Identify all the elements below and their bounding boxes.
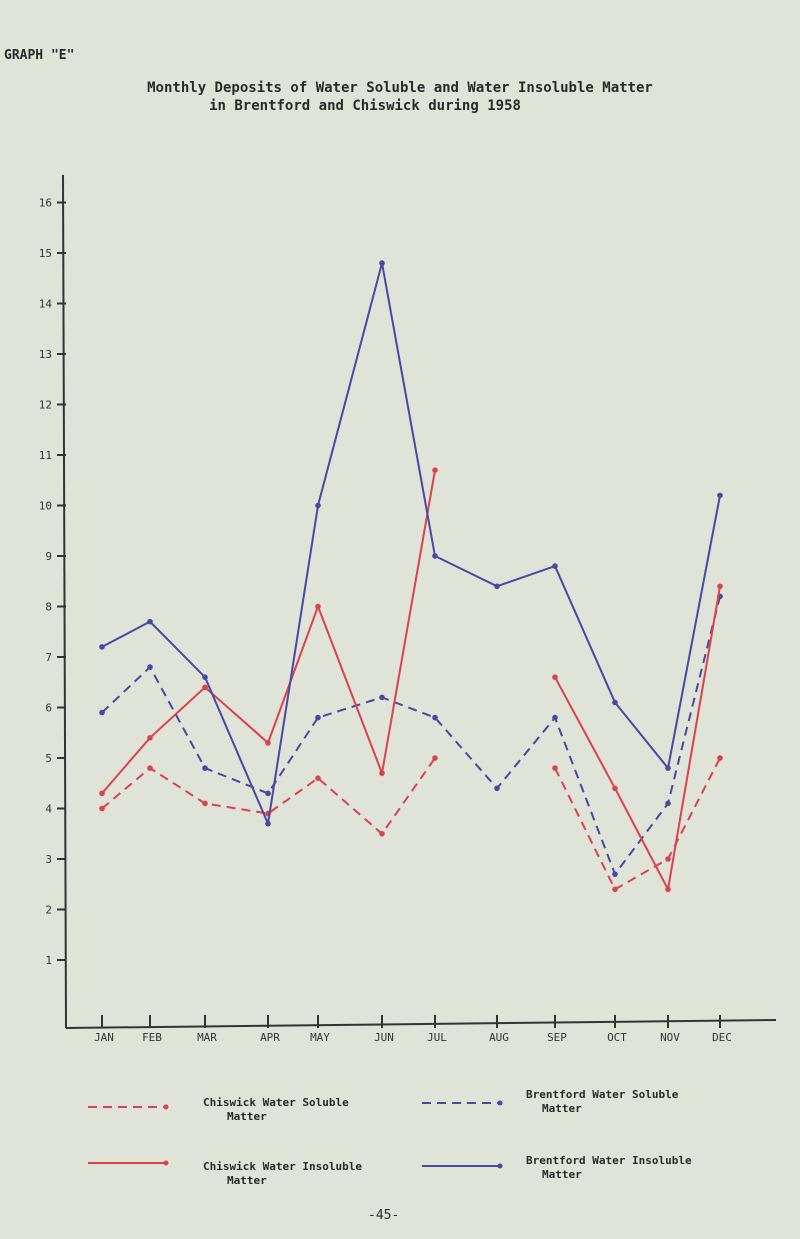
- x-tick-label: JAN: [94, 1031, 114, 1044]
- y-tick-label: 13: [39, 348, 52, 361]
- x-tick-label: NOV: [660, 1031, 680, 1044]
- chart-title-line2: in Brentford and Chiswick during 1958: [209, 98, 521, 114]
- legend-swatch-dot: [497, 1100, 503, 1106]
- x-tick-label: SEP: [547, 1031, 567, 1044]
- x-tick-label: MAY: [310, 1031, 330, 1044]
- legend-chiswick-insoluble: Chiswick Water Insoluble Matter: [203, 1160, 362, 1187]
- x-tick-label: APR: [260, 1031, 280, 1044]
- y-tick-label: 10: [39, 500, 52, 513]
- series-line-chiswick-water-soluble-matter: [554, 757, 721, 891]
- y-axis: [62, 174, 67, 1029]
- y-tick-label: 8: [45, 601, 52, 614]
- x-tick-label: AUG: [489, 1031, 509, 1044]
- series-line-chiswick-water-insoluble-matter: [101, 469, 436, 795]
- y-tick-label: 6: [45, 702, 52, 715]
- legend-brentford-insoluble: Brentford Water Insoluble Matter: [526, 1154, 692, 1181]
- legend-swatch-dot: [163, 1160, 169, 1166]
- x-tick-label: DEC: [712, 1031, 732, 1044]
- x-tick-label: FEB: [142, 1031, 162, 1044]
- y-tick-label: 2: [45, 904, 52, 917]
- graph-label: GRAPH "E": [4, 48, 75, 63]
- y-tick-label: 15: [39, 247, 52, 260]
- x-tick-label: JUN: [374, 1031, 394, 1044]
- series-line-chiswick-water-soluble-matter: [101, 757, 436, 836]
- y-tick-label: 9: [45, 550, 52, 563]
- y-tick-label: 1: [45, 954, 52, 967]
- series-line-chiswick-water-insoluble-matter: [554, 586, 721, 893]
- x-tick-label: MAR: [197, 1031, 217, 1044]
- y-tick-label: 14: [39, 298, 53, 311]
- y-tick-label: 3: [45, 853, 52, 866]
- y-tick-label: 11: [39, 449, 52, 462]
- page-number: -45-: [368, 1208, 400, 1223]
- y-tick-label: 7: [45, 651, 52, 664]
- series-line-brentford-water-soluble-matter: [101, 596, 721, 877]
- legend-chiswick-soluble: Chiswick Water Soluble Matter: [203, 1096, 349, 1123]
- legend-swatch-dot: [497, 1163, 503, 1169]
- y-tick-label: 16: [39, 197, 52, 210]
- chart-title-line1: Monthly Deposits of Water Soluble and Wa…: [147, 80, 653, 96]
- x-tick-label: OCT: [607, 1031, 627, 1044]
- legend-swatch-dot: [163, 1104, 169, 1110]
- series-line-brentford-water-insoluble-matter: [101, 262, 721, 828]
- y-tick-label: 5: [45, 752, 52, 765]
- y-tick-label: 4: [45, 803, 52, 816]
- y-tick-label: 12: [39, 399, 52, 412]
- x-axis: [65, 1019, 777, 1029]
- legend-brentford-soluble: Brentford Water Soluble Matter: [526, 1088, 679, 1115]
- x-tick-label: JUL: [427, 1031, 447, 1044]
